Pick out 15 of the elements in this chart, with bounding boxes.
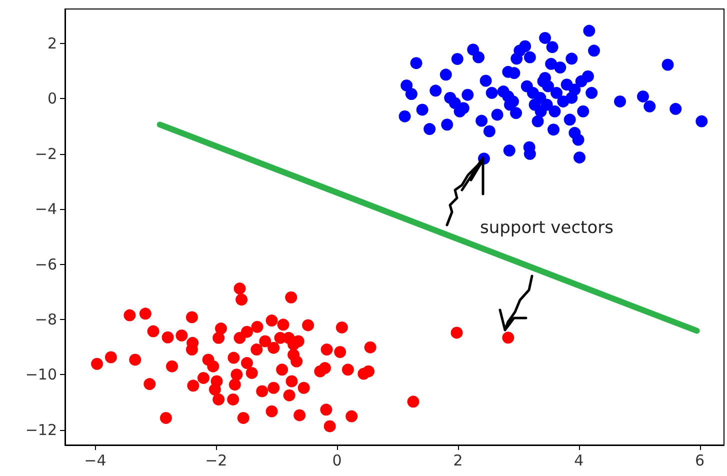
- x-tick-label: 0: [332, 452, 342, 470]
- annotation: support vectors: [480, 218, 614, 238]
- y-tick-label: 2: [47, 34, 57, 52]
- x-tick-label: 2: [453, 452, 463, 470]
- y-tick-label: −8: [34, 310, 57, 328]
- y-tick-label: −2: [34, 144, 57, 163]
- y-tick-label: −4: [34, 200, 57, 218]
- x-tick-label: 6: [695, 452, 705, 470]
- x-tick-label: −4: [84, 452, 106, 470]
- x-tick-label: −2: [205, 452, 228, 470]
- y-tick-label: −10: [25, 366, 57, 384]
- x-tick-label: 4: [574, 452, 584, 470]
- y-tick-label: −6: [34, 255, 57, 274]
- y-tick-label: 0: [47, 90, 57, 108]
- y-tick-label: −12: [25, 420, 57, 439]
